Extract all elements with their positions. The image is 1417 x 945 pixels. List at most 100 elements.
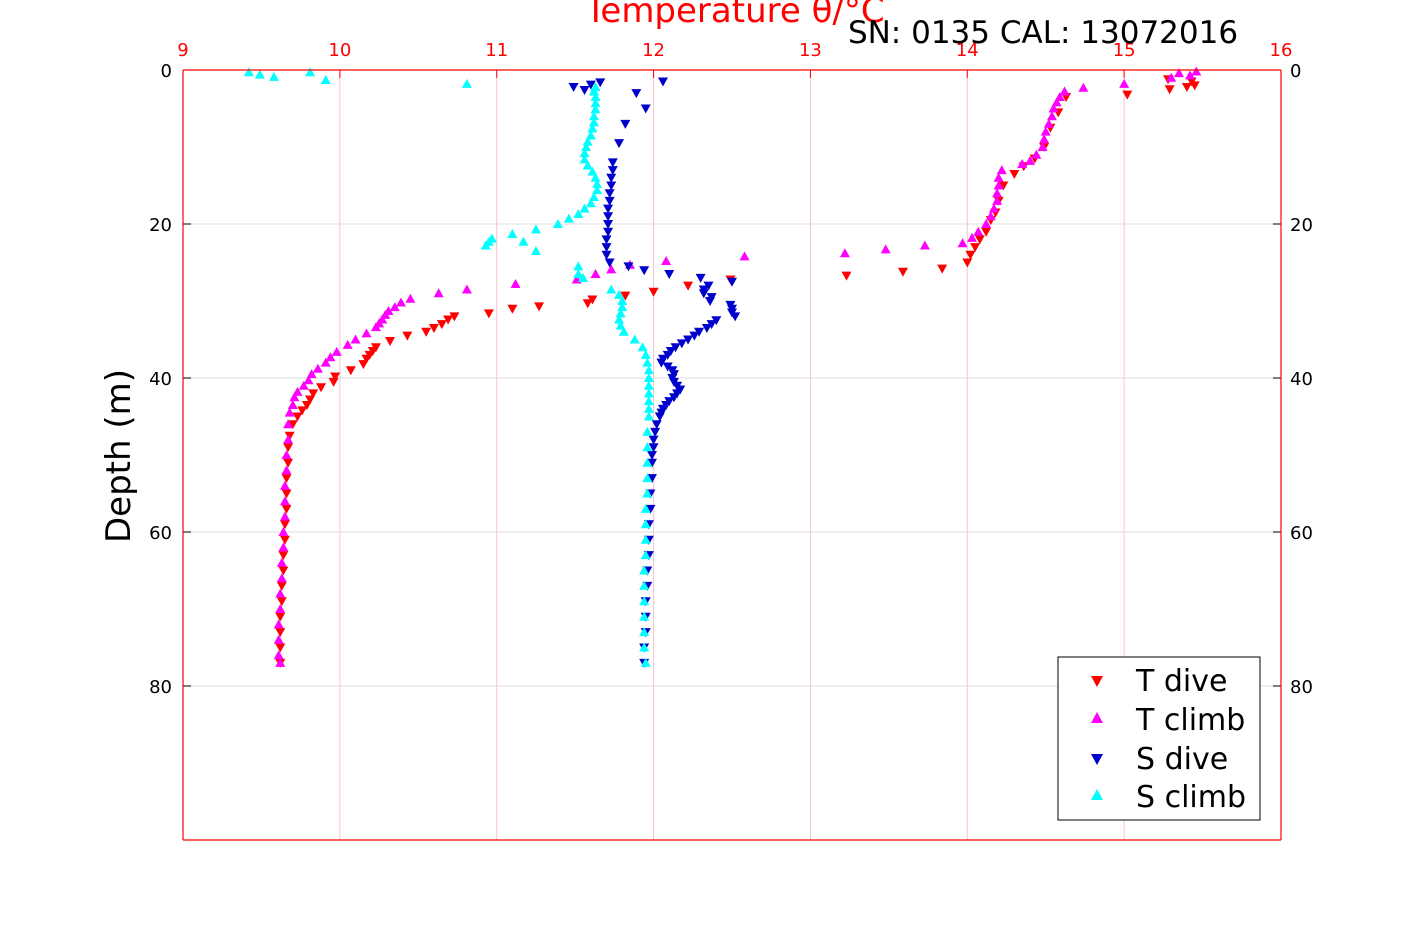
data-point bbox=[1119, 78, 1130, 88]
y-tick-label-right: 40 bbox=[1290, 369, 1313, 390]
data-point bbox=[880, 244, 891, 254]
data-point bbox=[243, 67, 254, 77]
data-point bbox=[670, 343, 681, 353]
data-point bbox=[1048, 103, 1059, 113]
data-point bbox=[973, 226, 984, 236]
data-point bbox=[668, 393, 679, 403]
data-point bbox=[328, 377, 339, 387]
data-point bbox=[639, 266, 650, 276]
data-point bbox=[654, 412, 665, 422]
data-point bbox=[278, 566, 289, 576]
legend-marker-s-dive bbox=[1091, 754, 1103, 765]
data-point bbox=[588, 117, 599, 127]
data-point bbox=[579, 148, 590, 158]
data-point bbox=[461, 78, 472, 88]
data-point bbox=[676, 339, 687, 349]
data-point bbox=[590, 91, 601, 101]
data-point bbox=[648, 287, 659, 297]
data-point bbox=[276, 581, 287, 591]
data-point bbox=[974, 235, 985, 245]
data-point bbox=[919, 240, 930, 250]
data-point bbox=[606, 181, 617, 191]
data-point bbox=[643, 373, 654, 382]
data-point bbox=[595, 78, 606, 88]
data-point bbox=[275, 612, 286, 622]
data-point bbox=[643, 380, 654, 390]
data-point bbox=[639, 627, 650, 637]
data-point bbox=[276, 557, 287, 567]
data-point bbox=[642, 473, 653, 483]
data-point bbox=[581, 142, 592, 151]
series-s-climb bbox=[243, 67, 654, 667]
data-point bbox=[308, 389, 319, 399]
data-point bbox=[330, 372, 341, 382]
data-point bbox=[703, 281, 714, 291]
data-point bbox=[648, 435, 659, 445]
data-point bbox=[283, 419, 294, 429]
data-point bbox=[689, 331, 700, 341]
series-s-dive bbox=[568, 77, 741, 668]
y-tick-label-right: 20 bbox=[1290, 215, 1313, 236]
data-point bbox=[276, 573, 287, 583]
data-point bbox=[283, 458, 294, 468]
data-point bbox=[510, 279, 521, 289]
data-point bbox=[283, 434, 294, 444]
data-point bbox=[996, 165, 1007, 175]
data-point bbox=[1039, 134, 1050, 144]
data-point bbox=[275, 628, 286, 638]
data-point bbox=[606, 173, 617, 183]
data-point bbox=[640, 534, 651, 544]
data-point bbox=[254, 69, 265, 79]
data-point bbox=[1078, 82, 1089, 92]
y-tick-label-left: 20 bbox=[149, 215, 172, 236]
data-point bbox=[320, 75, 331, 85]
data-point bbox=[273, 619, 284, 629]
data-point bbox=[585, 198, 596, 208]
data-point bbox=[585, 130, 596, 140]
data-point bbox=[1040, 126, 1051, 136]
data-point bbox=[585, 80, 596, 90]
data-point bbox=[650, 427, 661, 437]
data-point bbox=[278, 542, 289, 552]
data-point bbox=[1043, 118, 1054, 128]
data-point bbox=[640, 550, 651, 560]
legend-entry-s-dive: S dive bbox=[1091, 742, 1228, 777]
data-point bbox=[582, 299, 593, 309]
data-point bbox=[645, 504, 656, 514]
data-point bbox=[965, 250, 976, 260]
data-point bbox=[588, 111, 599, 121]
data-point bbox=[607, 158, 618, 168]
data-point bbox=[287, 420, 298, 430]
data-point bbox=[275, 588, 286, 598]
data-point bbox=[640, 519, 651, 529]
data-point bbox=[1181, 82, 1192, 92]
data-point bbox=[739, 251, 750, 261]
y-tick-label-left: 0 bbox=[161, 61, 172, 82]
data-point bbox=[957, 238, 968, 248]
data-point bbox=[642, 357, 653, 367]
data-point bbox=[639, 565, 650, 575]
data-point bbox=[320, 357, 331, 367]
data-point bbox=[573, 269, 584, 279]
data-point bbox=[592, 185, 603, 195]
data-point bbox=[268, 71, 279, 81]
x-tick-label: 9 bbox=[177, 40, 188, 61]
data-series bbox=[243, 66, 1202, 668]
data-point bbox=[436, 320, 447, 330]
data-point bbox=[620, 291, 631, 301]
data-point bbox=[590, 172, 601, 182]
legend-marker-s-climb bbox=[1091, 789, 1103, 800]
data-point bbox=[289, 392, 300, 402]
data-point bbox=[461, 284, 472, 294]
x-tick-label: 10 bbox=[328, 40, 351, 61]
data-point bbox=[287, 399, 298, 409]
data-point bbox=[305, 67, 316, 77]
data-point bbox=[361, 328, 372, 338]
data-point bbox=[579, 203, 590, 213]
data-point bbox=[1191, 66, 1202, 76]
data-point bbox=[970, 243, 981, 253]
data-point bbox=[402, 331, 413, 341]
data-point bbox=[276, 597, 287, 607]
y-tick-label-left: 60 bbox=[149, 523, 172, 544]
